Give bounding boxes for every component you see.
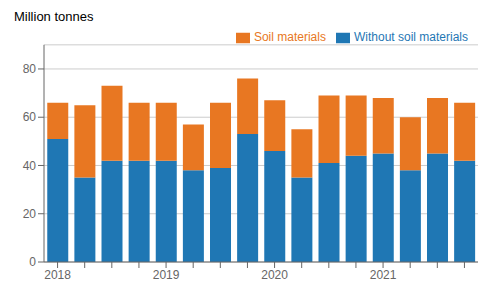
html-text:Million tonnes: Million tonnes — [14, 9, 94, 24]
svg-text:40: 40 — [23, 159, 37, 173]
svg-text:2021: 2021 — [370, 268, 397, 282]
svg-text:2018: 2018 — [44, 268, 71, 282]
html-text:Without soil materials: Without soil materials — [354, 30, 468, 44]
svg-text:2019: 2019 — [153, 268, 180, 282]
svg-text:20: 20 — [23, 207, 37, 221]
html-text:Soil materials: Soil materials — [253, 30, 326, 44]
svg-text:60: 60 — [23, 110, 37, 124]
svg-text:80: 80 — [23, 62, 37, 76]
svg-text:0: 0 — [29, 255, 36, 269]
svg-text:2020: 2020 — [261, 268, 288, 282]
